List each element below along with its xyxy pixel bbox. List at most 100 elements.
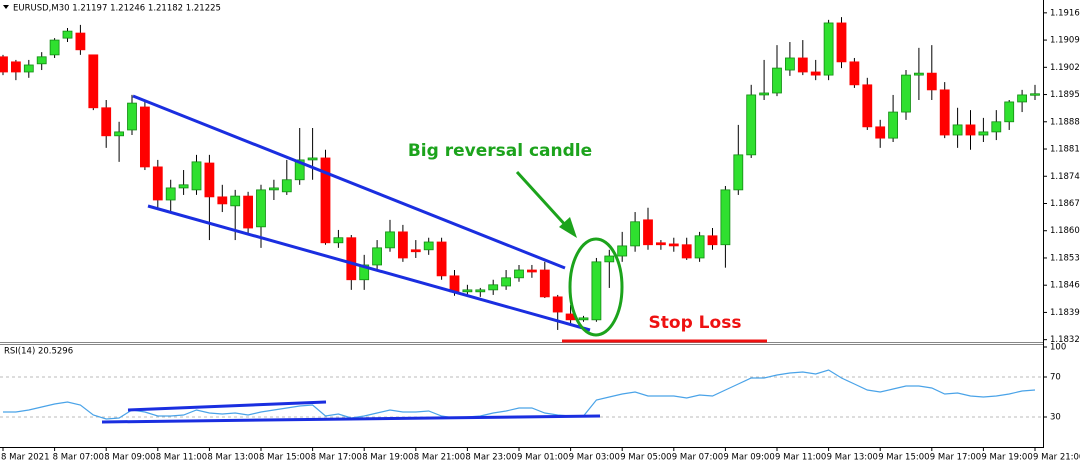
candle-body xyxy=(294,159,305,181)
candle-body xyxy=(127,102,137,131)
candle-body xyxy=(759,92,769,96)
candle-body xyxy=(836,22,847,63)
candle-body xyxy=(694,235,705,259)
x-tick-label: 8 Mar 09:00 xyxy=(104,453,155,463)
x-tick-label: 8 Mar 11:00 xyxy=(156,453,207,463)
x-tick-label: 8 Mar 17:00 xyxy=(311,453,362,463)
x-tick-label: 9 Mar 19:00 xyxy=(981,453,1032,463)
candle-body xyxy=(604,255,615,263)
candle-body xyxy=(0,56,8,73)
candle-body xyxy=(178,184,189,189)
candle-body xyxy=(462,289,473,293)
candle-body xyxy=(772,67,782,94)
x-tick-label: 9 Mar 17:00 xyxy=(930,453,981,463)
candle-body xyxy=(914,72,924,76)
candle-body xyxy=(514,269,524,279)
candle-body xyxy=(578,317,589,321)
arrow-head xyxy=(559,217,577,238)
candle-body xyxy=(656,242,666,246)
y-tick-label: 1.19095 xyxy=(1050,36,1080,46)
arrow-shaft xyxy=(515,170,570,230)
candle-body xyxy=(488,284,499,291)
x-tick-label: 9 Mar 11:00 xyxy=(775,453,826,463)
y-tick-label: 1.18535 xyxy=(1050,253,1080,263)
candle-body xyxy=(681,244,692,259)
candle-body xyxy=(888,111,898,139)
candle-body xyxy=(36,56,47,65)
candle-body xyxy=(49,39,60,56)
candle-body xyxy=(746,94,757,156)
candle-body xyxy=(965,124,976,136)
candle-body xyxy=(643,219,653,246)
highlight-ellipse xyxy=(568,237,624,337)
y-tick-label: 1.19025 xyxy=(1050,63,1080,73)
x-tick-label: 8 Mar 13:00 xyxy=(207,453,258,463)
x-tick-label: 9 Mar 09:00 xyxy=(723,453,774,463)
candle-body xyxy=(436,241,447,277)
candle-body xyxy=(268,187,279,191)
candle-body xyxy=(333,237,344,244)
x-tick-label: 9 Mar 21:00 xyxy=(1033,453,1080,463)
candle-body xyxy=(307,157,318,161)
candle-body xyxy=(165,187,176,201)
y-tick-label: 1.18815 xyxy=(1050,145,1080,155)
candle-body xyxy=(591,261,602,321)
candle-body xyxy=(397,231,408,259)
candle-body xyxy=(101,107,112,137)
x-tick-label: 8 Mar 19:00 xyxy=(362,453,413,463)
x-tick-label: 8 Mar 21:00 xyxy=(414,453,465,463)
candle-body xyxy=(978,131,989,136)
candle-body xyxy=(1030,93,1040,96)
candle-body xyxy=(1017,94,1027,103)
x-tick-label: 8 Mar 2021 xyxy=(1,453,49,463)
candle-body xyxy=(75,32,86,51)
candle-body xyxy=(139,106,150,168)
candle-body xyxy=(501,277,512,287)
candle-body xyxy=(668,243,679,247)
y-tick-label: 70 xyxy=(1050,373,1061,383)
y-tick-label: 1.18745 xyxy=(1050,172,1080,182)
x-tick-label: 9 Mar 13:00 xyxy=(827,453,878,463)
candle-body xyxy=(875,126,886,139)
candle-body xyxy=(1004,101,1015,123)
candle-body xyxy=(217,196,228,205)
candle-body xyxy=(230,195,241,207)
x-tick-label: 9 Mar 03:00 xyxy=(569,453,620,463)
candle-body xyxy=(281,179,292,193)
x-tick-label: 9 Mar 01:00 xyxy=(517,453,568,463)
candle-body xyxy=(901,74,911,113)
candle-body xyxy=(449,275,460,293)
rsi-trend-line xyxy=(101,414,601,424)
candle-body xyxy=(410,249,421,253)
y-tick-label: 1.18885 xyxy=(1050,117,1080,127)
y-tick-label: 1.18465 xyxy=(1050,281,1080,291)
candle-body xyxy=(849,61,860,86)
candle-body xyxy=(630,221,640,247)
candle-body xyxy=(785,57,795,71)
candle-body xyxy=(527,269,537,273)
x-tick-label: 9 Mar 15:00 xyxy=(878,453,929,463)
x-tick-label: 8 Mar 07:00 xyxy=(53,453,104,463)
candle-body xyxy=(939,89,950,136)
candle-body xyxy=(539,269,550,298)
annotation: Big reversal candle xyxy=(408,141,592,161)
candle-body xyxy=(346,237,357,281)
candle-body xyxy=(952,124,963,136)
y-tick-label: 100 xyxy=(1050,343,1066,353)
candle-body xyxy=(862,84,873,128)
candle-body xyxy=(823,22,834,76)
x-tick-label: 8 Mar 23:00 xyxy=(465,453,516,463)
candle-body xyxy=(926,72,937,91)
candle-body xyxy=(385,231,395,249)
candle-body xyxy=(256,189,266,228)
candle-body xyxy=(88,54,99,109)
candle-body xyxy=(720,189,731,246)
candle-body xyxy=(617,245,628,257)
candle-body xyxy=(320,157,331,244)
x-tick-label: 9 Mar 07:00 xyxy=(672,453,723,463)
y-tick-label: 1.18675 xyxy=(1050,199,1080,209)
candle-body xyxy=(62,30,73,39)
y-tick-label: 1.18395 xyxy=(1050,308,1080,318)
